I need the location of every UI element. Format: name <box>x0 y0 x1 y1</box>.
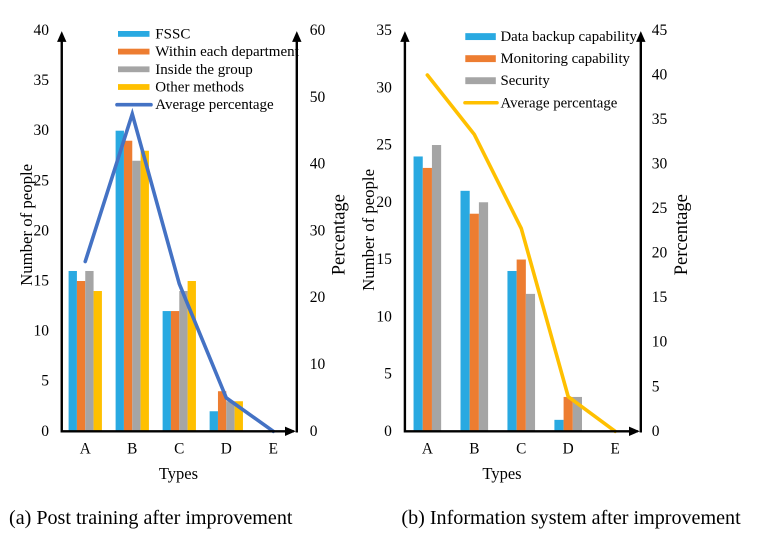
svg-text:5: 5 <box>652 378 660 395</box>
svg-text:25: 25 <box>376 137 392 154</box>
svg-text:0: 0 <box>41 423 49 440</box>
svg-text:Average percentage: Average percentage <box>155 97 274 113</box>
svg-text:20: 20 <box>652 245 668 262</box>
svg-text:10: 10 <box>34 323 50 340</box>
svg-text:35: 35 <box>652 111 668 128</box>
svg-text:Types: Types <box>482 464 521 483</box>
svg-text:40: 40 <box>652 67 668 84</box>
svg-text:60: 60 <box>310 22 326 39</box>
svg-text:40: 40 <box>310 156 326 173</box>
svg-text:50: 50 <box>310 89 326 106</box>
svg-text:10: 10 <box>652 334 668 351</box>
svg-text:Average percentage: Average percentage <box>501 95 618 111</box>
svg-text:Security: Security <box>501 73 551 89</box>
svg-text:Number of people: Number of people <box>17 164 36 286</box>
svg-text:Percentage: Percentage <box>330 194 350 275</box>
svg-text:35: 35 <box>376 22 392 39</box>
svg-text:15: 15 <box>34 273 50 290</box>
svg-text:C: C <box>516 440 526 457</box>
svg-text:FSSC: FSSC <box>155 26 190 42</box>
svg-text:10: 10 <box>310 356 326 373</box>
svg-text:Types: Types <box>159 464 198 483</box>
svg-text:Other methods: Other methods <box>155 80 244 96</box>
svg-text:C: C <box>174 440 184 457</box>
svg-text:35: 35 <box>34 72 50 89</box>
svg-text:Monitoring capability: Monitoring capability <box>501 51 631 67</box>
svg-text:E: E <box>269 440 278 457</box>
svg-text:30: 30 <box>34 122 50 139</box>
svg-text:D: D <box>221 440 232 457</box>
svg-text:A: A <box>80 440 91 457</box>
svg-text:A: A <box>422 440 433 457</box>
svg-text:5: 5 <box>41 373 49 390</box>
svg-text:Data backup capability: Data backup capability <box>501 29 638 45</box>
svg-text:E: E <box>610 440 619 457</box>
svg-text:Inside the group: Inside the group <box>155 62 252 78</box>
svg-text:45: 45 <box>652 22 668 39</box>
svg-text:(a) Post training after improv: (a) Post training after improvement <box>9 507 293 529</box>
svg-text:B: B <box>127 440 137 457</box>
svg-text:0: 0 <box>652 423 660 440</box>
svg-text:0: 0 <box>310 423 318 440</box>
svg-text:25: 25 <box>652 200 668 217</box>
svg-text:25: 25 <box>34 172 50 189</box>
svg-text:20: 20 <box>310 289 326 306</box>
svg-text:40: 40 <box>34 22 50 39</box>
svg-text:30: 30 <box>310 222 326 239</box>
svg-text:(b) Information system after i: (b) Information system after improvement <box>401 507 741 529</box>
svg-text:Within each department: Within each department <box>155 44 299 60</box>
svg-text:10: 10 <box>376 308 392 325</box>
svg-text:30: 30 <box>652 156 668 173</box>
svg-text:5: 5 <box>384 366 392 383</box>
svg-text:Percentage: Percentage <box>672 194 692 275</box>
svg-text:30: 30 <box>376 79 392 96</box>
svg-text:D: D <box>563 440 574 457</box>
svg-text:0: 0 <box>384 423 392 440</box>
svg-text:15: 15 <box>376 251 392 268</box>
svg-text:20: 20 <box>376 194 392 211</box>
svg-text:B: B <box>469 440 479 457</box>
svg-text:Number of people: Number of people <box>359 169 378 291</box>
svg-text:15: 15 <box>652 289 668 306</box>
svg-text:20: 20 <box>34 222 50 239</box>
